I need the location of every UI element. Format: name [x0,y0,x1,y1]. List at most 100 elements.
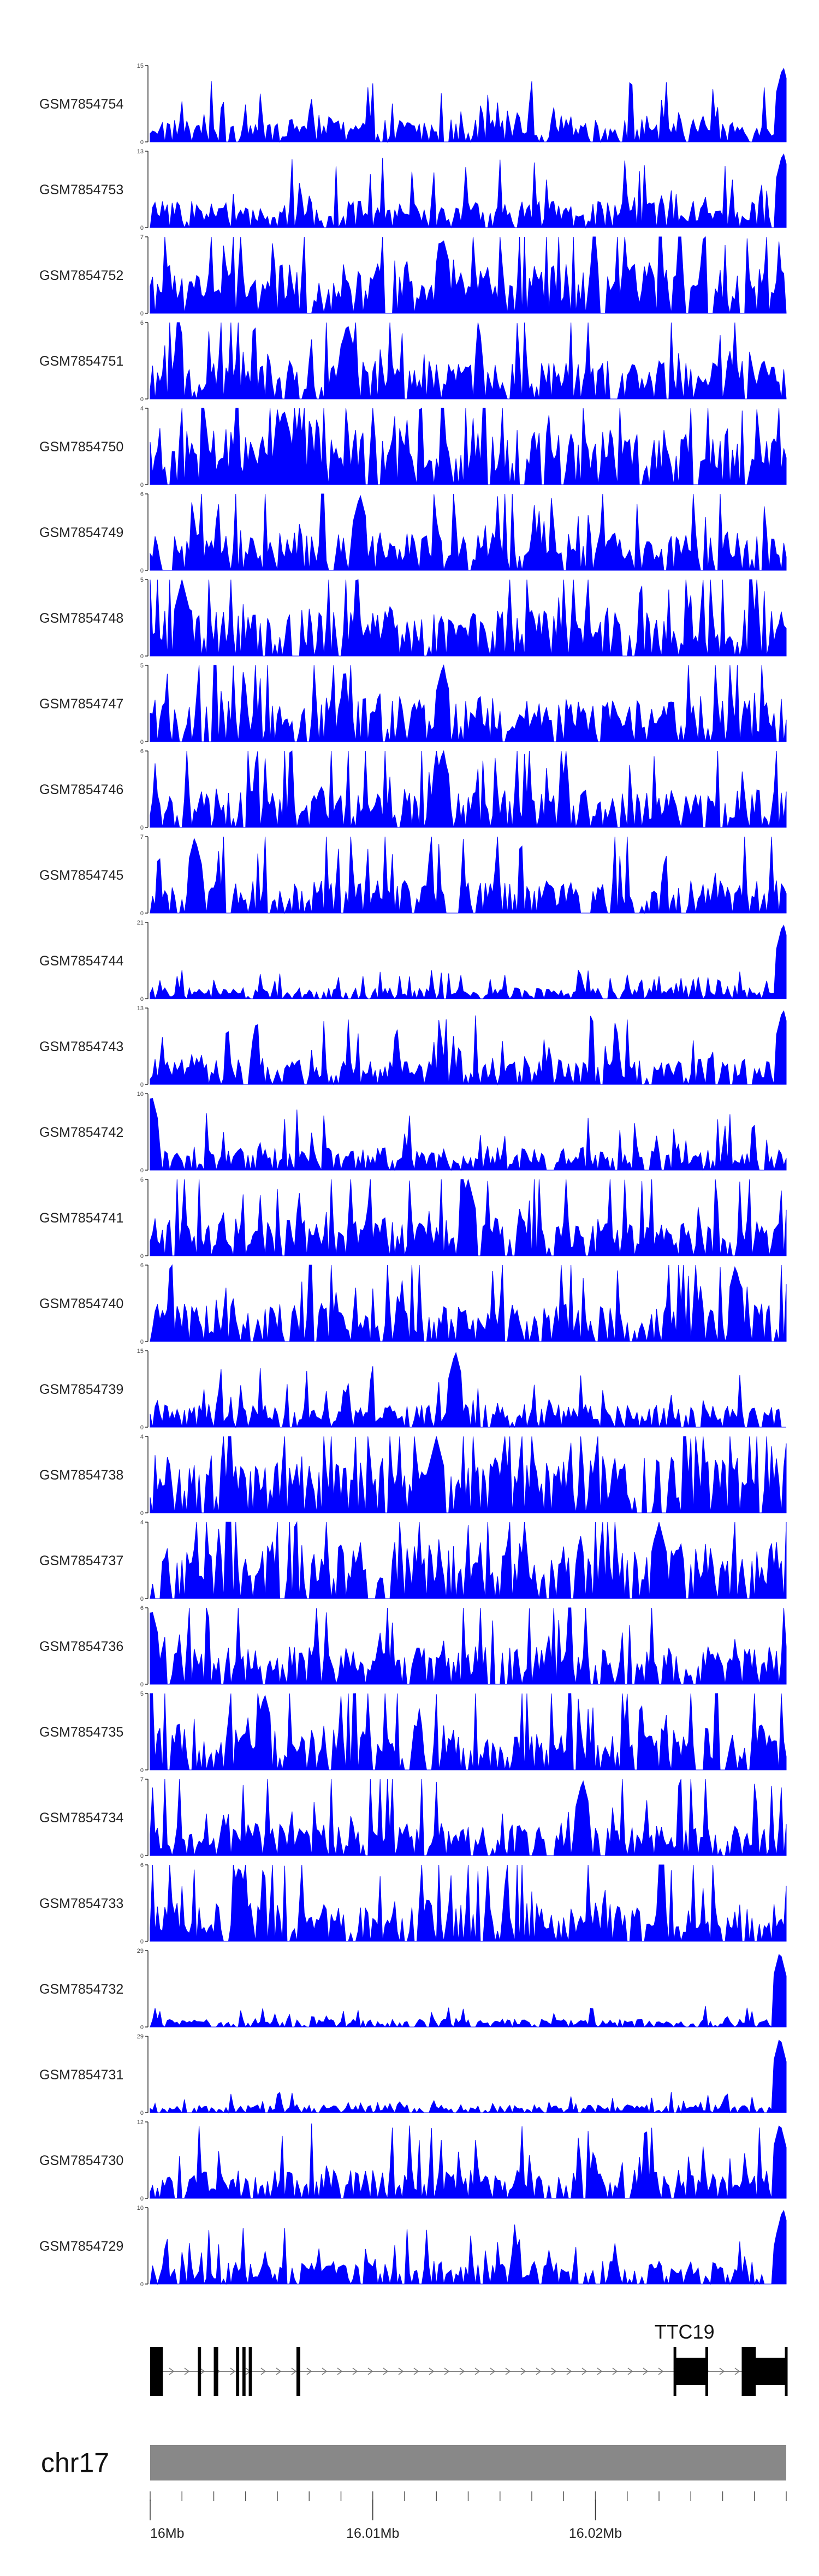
y-min-label: 0 [140,1596,144,1602]
track-GSM7854742: GSM7854742 10 0 [39,1091,787,1174]
y-max-label: 4 [140,406,144,412]
coverage-area [150,1010,787,1086]
track-label: GSM7854730 [39,2153,123,2168]
y-min-label: 0 [140,1853,144,1859]
track-GSM7854752: GSM7854752 7 0 [39,234,787,317]
track-label: GSM7854754 [39,97,123,112]
track-label: GSM7854745 [39,868,123,883]
track-GSM7854735: GSM7854735 5 0 [39,1691,787,1774]
strand-arrow [367,2368,373,2375]
strand-arrow [581,2368,587,2375]
y-min-label: 0 [140,1082,144,1088]
track-label: GSM7854748 [39,611,123,626]
track-GSM7854743: GSM7854743 13 0 [39,1005,787,1088]
y-max-label: 7 [140,234,144,241]
strand-arrow [230,2368,236,2375]
track-label: GSM7854751 [39,354,123,369]
y-max-label: 5 [140,1691,144,1697]
axis-tick-label: 16.02Mb [569,2526,622,2541]
track-GSM7854733: GSM7854733 6 0 [39,1862,787,1945]
track-label: GSM7854747 [39,696,123,712]
chromosome-track: chr17 [41,2445,786,2480]
coverage-area [150,1779,787,1856]
y-max-label: 6 [140,1862,144,1869]
exon [213,2347,218,2396]
strand-arrow [658,2368,664,2375]
coverage-area [150,925,787,1000]
y-max-label: 29 [137,1948,144,1954]
track-GSM7854749: GSM7854749 6 0 [39,491,787,574]
chromosome-label: chr17 [41,2448,109,2478]
y-min-label: 0 [140,311,144,317]
track-label: GSM7854742 [39,1125,123,1140]
coverage-area [150,664,787,742]
coverage-area [150,1352,786,1428]
strand-arrow [260,2368,266,2375]
coverage-area [150,1521,787,1599]
track-label: GSM7854740 [39,1296,123,1311]
coverage-area [150,1098,787,1171]
y-min-label: 0 [140,2110,144,2116]
coverage-area [150,2040,787,2114]
coverage-area [150,1179,787,1256]
track-label: GSM7854750 [39,439,123,455]
strand-arrow [184,2368,190,2375]
track-label: GSM7854735 [39,1725,123,1740]
coverage-area [150,1264,787,1342]
strand-arrow [551,2368,557,2375]
strand-arrow [719,2368,725,2375]
track-GSM7854751: GSM7854751 6 0 [39,320,787,403]
track-label: GSM7854752 [39,268,123,283]
y-max-label: 4 [140,1434,144,1440]
strand-arrow [612,2368,618,2375]
strand-arrow [169,2368,175,2375]
gene-strand-arrows [169,2368,771,2375]
y-min-label: 0 [140,482,144,488]
strand-arrow [597,2368,603,2375]
y-max-label: 29 [137,2034,144,2040]
gene-name-label: TTC19 [655,2321,715,2343]
strand-arrow [337,2368,343,2375]
strand-arrow [306,2368,312,2375]
exon [198,2347,201,2396]
coverage-area [150,493,787,571]
coverage-tracks: GSM7854754150GSM7854753130GSM785475270GS… [39,63,787,2288]
y-max-label: 6 [140,320,144,326]
track-label: GSM7854739 [39,1382,123,1397]
coverage-area [150,2123,787,2199]
y-max-label: 10 [137,2205,144,2211]
y-max-label: 12 [137,2119,144,2126]
exon [248,2347,252,2396]
coverage-area [150,408,787,485]
track-GSM7854732: GSM7854732 29 0 [39,1948,787,2031]
y-max-label: 13 [137,148,144,155]
strand-arrow [352,2368,358,2375]
y-min-label: 0 [140,1681,144,1688]
track-GSM7854738: GSM7854738 4 0 [39,1434,787,1517]
y-min-label: 0 [140,2281,144,2288]
y-min-label: 0 [140,910,144,917]
track-label: GSM7854737 [39,1553,123,1569]
y-min-label: 0 [140,1253,144,1260]
coverage-area [150,1954,787,2028]
track-GSM7854731: GSM7854731 29 0 [39,2034,787,2116]
y-max-label: 6 [140,1262,144,1269]
y-min-label: 0 [140,568,144,574]
track-GSM7854753: GSM7854753 13 0 [39,148,787,231]
strand-arrow [734,2368,740,2375]
coverage-area [150,322,787,399]
y-max-label: 15 [137,63,144,69]
y-min-label: 0 [140,996,144,1003]
track-GSM7854730: GSM7854730 12 0 [39,2119,787,2202]
track-label: GSM7854753 [39,182,123,198]
y-min-label: 0 [140,739,144,746]
y-max-label: 6 [140,748,144,755]
strand-arrow [474,2368,480,2375]
gene-track: TTC19 [150,2321,788,2396]
coverage-area [150,1693,787,1770]
strand-arrow [490,2368,496,2375]
exon [675,2358,707,2385]
coverage-area [150,1864,787,1942]
track-GSM7854747: GSM7854747 5 0 [39,663,787,746]
y-min-label: 0 [140,653,144,660]
